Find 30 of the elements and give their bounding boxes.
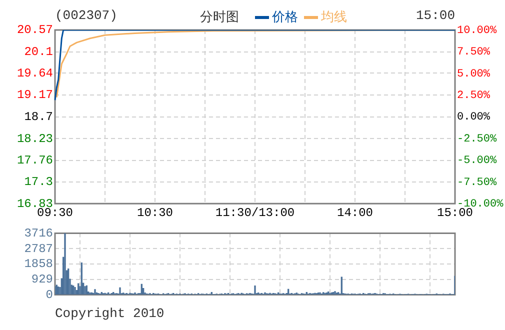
- y2-tick-label: 2.50%: [457, 90, 490, 102]
- y-tick-label: 20.57: [16, 23, 53, 38]
- y-tick-label: 18.23: [16, 132, 53, 146]
- y2-tick-label: 0.00%: [457, 112, 490, 124]
- y2-tick-label: 7.50%: [457, 46, 490, 59]
- y-tick-label: 18.7: [24, 110, 53, 124]
- y-tick-label: 0: [46, 288, 53, 302]
- x-tick-label: 11:30/13:00: [215, 206, 295, 220]
- x-tick-label: 10:30: [136, 206, 174, 220]
- chart-subtitle: 分时图: [200, 9, 239, 26]
- y-tick-label: 17.76: [16, 154, 53, 168]
- x-tick-label: 14:00: [336, 206, 374, 220]
- y-tick-label: 19.17: [16, 88, 53, 102]
- y-tick-label: 3716: [24, 226, 53, 240]
- legend-label: 均线: [321, 10, 347, 25]
- y2-tick-label: -7.50%: [457, 176, 498, 189]
- text: Copyright 2010: [55, 306, 164, 321]
- y-tick-label: 1858: [24, 257, 53, 272]
- y2-tick-label: -2.50%: [457, 133, 498, 146]
- y-tick-label: 2787: [24, 242, 53, 256]
- text: 15:00: [416, 8, 455, 23]
- y-tick-label: 19.64: [16, 66, 53, 80]
- legend-label: 价格: [272, 10, 298, 25]
- chart-title: (002307): [55, 8, 118, 23]
- y-tick-label: 20.1: [24, 44, 53, 59]
- y2-tick-label: -5.00%: [457, 155, 498, 168]
- y2-tick-label: 10.00%: [457, 24, 498, 37]
- y-tick-label: 929: [31, 272, 53, 287]
- y2-tick-label: 5.00%: [457, 68, 490, 80]
- y-tick-label: 17.3: [24, 174, 53, 189]
